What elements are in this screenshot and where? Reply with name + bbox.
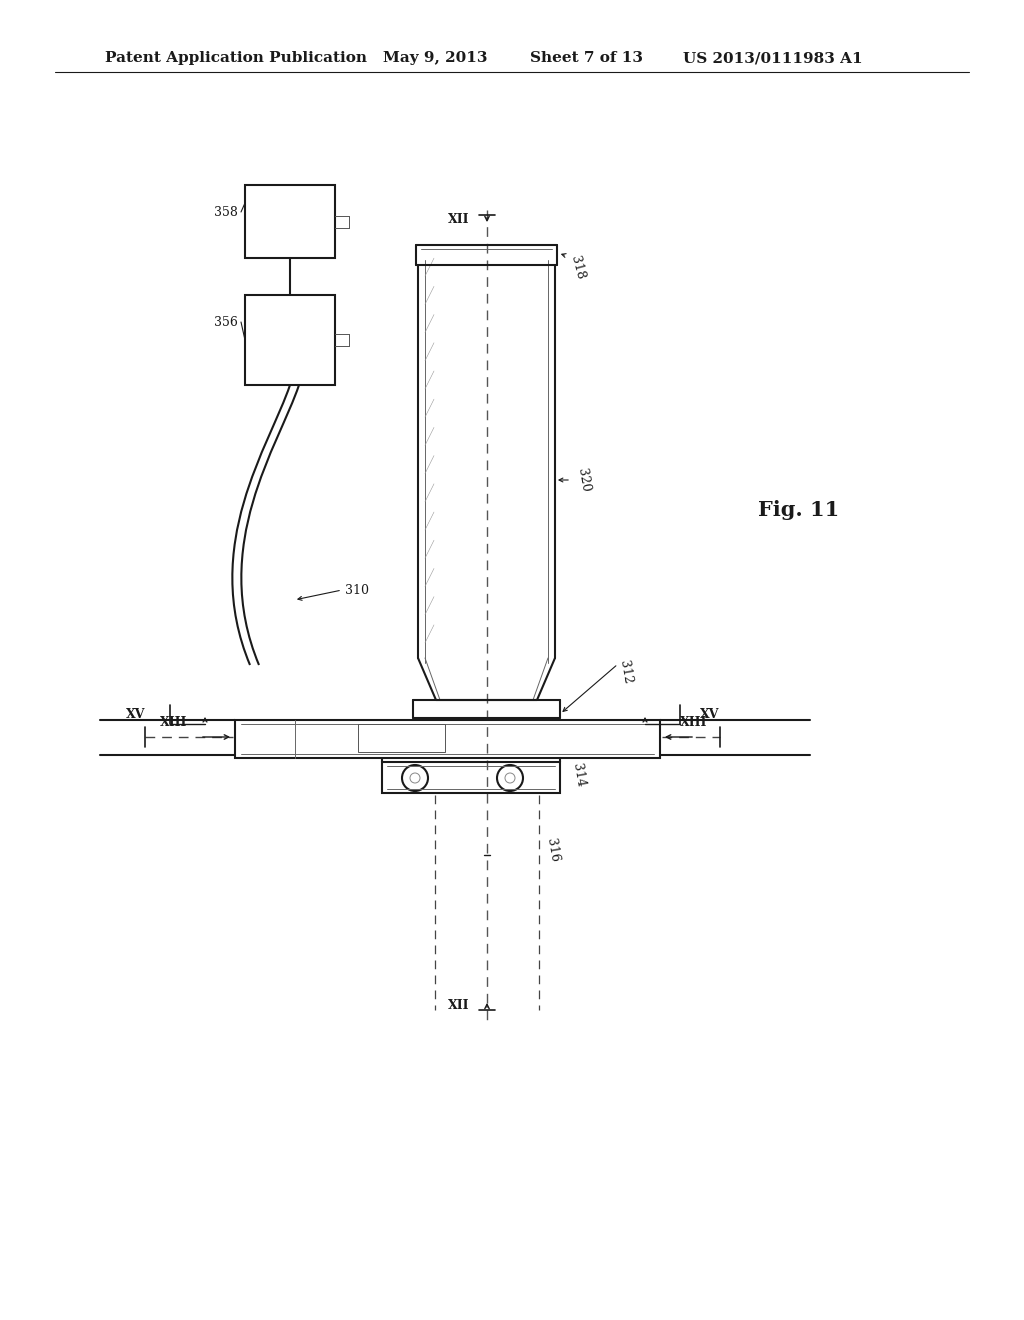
Text: XV: XV <box>700 708 720 721</box>
Text: Sheet 7 of 13: Sheet 7 of 13 <box>530 51 643 65</box>
Bar <box>245 185 335 257</box>
Text: XIII: XIII <box>160 717 187 730</box>
Text: May 9, 2013: May 9, 2013 <box>383 51 487 65</box>
Bar <box>358 723 445 752</box>
Text: XII: XII <box>447 999 469 1012</box>
Text: 356: 356 <box>214 315 238 329</box>
Text: 316: 316 <box>544 837 561 863</box>
Text: 318: 318 <box>568 255 587 281</box>
Text: 320: 320 <box>575 467 592 492</box>
Text: 310: 310 <box>345 583 369 597</box>
Text: XV: XV <box>126 708 145 721</box>
Text: 312: 312 <box>617 659 634 685</box>
Bar <box>234 719 660 758</box>
Bar <box>245 294 335 385</box>
Bar <box>382 762 560 793</box>
Text: Fig. 11: Fig. 11 <box>758 500 840 520</box>
Text: Patent Application Publication: Patent Application Publication <box>105 51 367 65</box>
Text: XII: XII <box>447 213 469 226</box>
Text: US 2013/0111983 A1: US 2013/0111983 A1 <box>683 51 862 65</box>
Text: 314: 314 <box>570 762 587 788</box>
Text: XIII: XIII <box>680 717 708 730</box>
Text: 358: 358 <box>214 206 238 219</box>
